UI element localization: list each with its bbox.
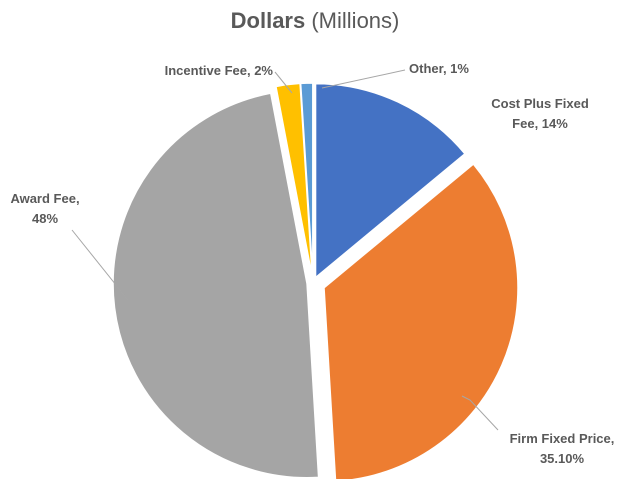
data-label-line: Other, 1% bbox=[409, 61, 469, 76]
data-label: Other, 1% bbox=[409, 61, 469, 76]
data-label-line: 35.10% bbox=[540, 451, 585, 466]
leader-line bbox=[321, 69, 406, 89]
data-label-line: Award Fee, bbox=[10, 191, 79, 206]
leader-line bbox=[461, 395, 499, 431]
pie-slice bbox=[112, 92, 320, 479]
data-label: Award Fee, 48% bbox=[10, 191, 79, 226]
data-label-line: 48% bbox=[32, 211, 58, 226]
data-label: Firm Fixed Price, 35.10% bbox=[510, 431, 615, 466]
data-label-line: Incentive Fee, 2% bbox=[165, 63, 274, 78]
pie-slice bbox=[314, 82, 466, 280]
data-label-line: Fee, 14% bbox=[512, 116, 568, 131]
data-label-line: Cost Plus Fixed bbox=[491, 96, 589, 111]
title-unit: (Millions) bbox=[311, 8, 399, 33]
leader-line bbox=[274, 71, 293, 94]
data-label: Incentive Fee, 2% bbox=[165, 63, 274, 78]
title-main: Dollars bbox=[231, 8, 306, 33]
data-label: Cost Plus Fixed Fee, 14% bbox=[491, 96, 589, 131]
data-label-line: Firm Fixed Price, bbox=[510, 431, 615, 446]
chart-title: Dollars (Millions) bbox=[231, 8, 400, 33]
leader-line bbox=[71, 229, 129, 301]
pie-slice bbox=[299, 82, 314, 278]
